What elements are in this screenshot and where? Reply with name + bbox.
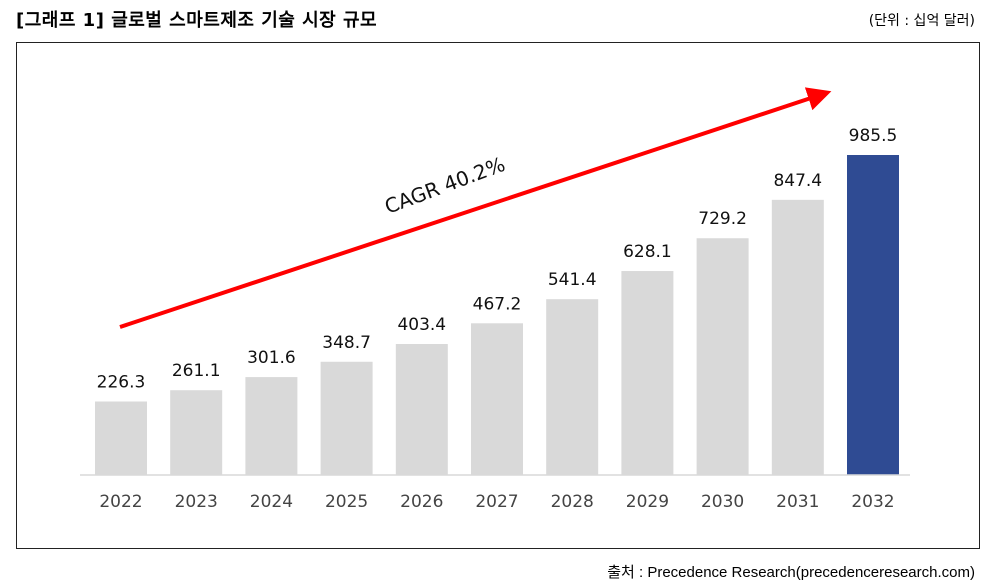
x-tick-2027: 2027: [475, 492, 518, 512]
bar-2030: [696, 238, 749, 475]
x-tick-2029: 2029: [626, 492, 669, 512]
value-label-2032: 985.5: [849, 126, 898, 146]
bar-2027: [471, 323, 523, 475]
x-tick-2028: 2028: [551, 492, 594, 512]
x-tick-2023: 2023: [175, 492, 218, 512]
cagr-trend-arrow: [119, 87, 832, 329]
bar-2026: [395, 344, 448, 475]
value-label-2031: 847.4: [773, 171, 822, 191]
x-tick-2024: 2024: [250, 492, 293, 512]
bar-2022: [95, 401, 147, 475]
x-tick-2031: 2031: [776, 492, 819, 512]
value-label-2024: 301.6: [247, 348, 296, 368]
bar-2024: [245, 377, 298, 475]
value-label-2023: 261.1: [172, 361, 221, 381]
x-tick-2022: 2022: [99, 492, 142, 512]
chart-title: [그래프 1] 글로벌 스마트제조 기술 시장 규모: [16, 10, 378, 31]
bar-2029: [621, 271, 674, 475]
bar-2031: [771, 199, 824, 475]
x-tick-2025: 2025: [325, 492, 368, 512]
chart-frame: [16, 42, 980, 549]
bars-group: 226.3 2022 261.1 2023 301.6 2024 348.7 2025 403.…: [95, 126, 899, 512]
value-label-2022: 226.3: [97, 373, 146, 393]
x-tick-2032: 2032: [851, 492, 894, 512]
bar-2025: [320, 361, 373, 475]
bar-2028: [546, 299, 599, 475]
value-label-2029: 628.1: [623, 242, 672, 262]
x-tick-2030: 2030: [701, 492, 744, 512]
value-label-2026: 403.4: [397, 315, 446, 335]
cagr-label: CAGR 40.2%: [381, 152, 508, 219]
value-label-2028: 541.4: [548, 270, 597, 290]
bar-2023: [170, 390, 223, 475]
value-label-2027: 467.2: [473, 294, 522, 314]
value-label-2030: 729.2: [698, 209, 747, 229]
bar-2032: [847, 155, 899, 475]
source-citation: 출처 : Precedence Research(precedenceresea…: [607, 564, 975, 581]
x-tick-2026: 2026: [400, 492, 443, 512]
unit-label: (단위 : 십억 달러): [868, 13, 975, 29]
value-label-2025: 348.7: [322, 333, 371, 353]
